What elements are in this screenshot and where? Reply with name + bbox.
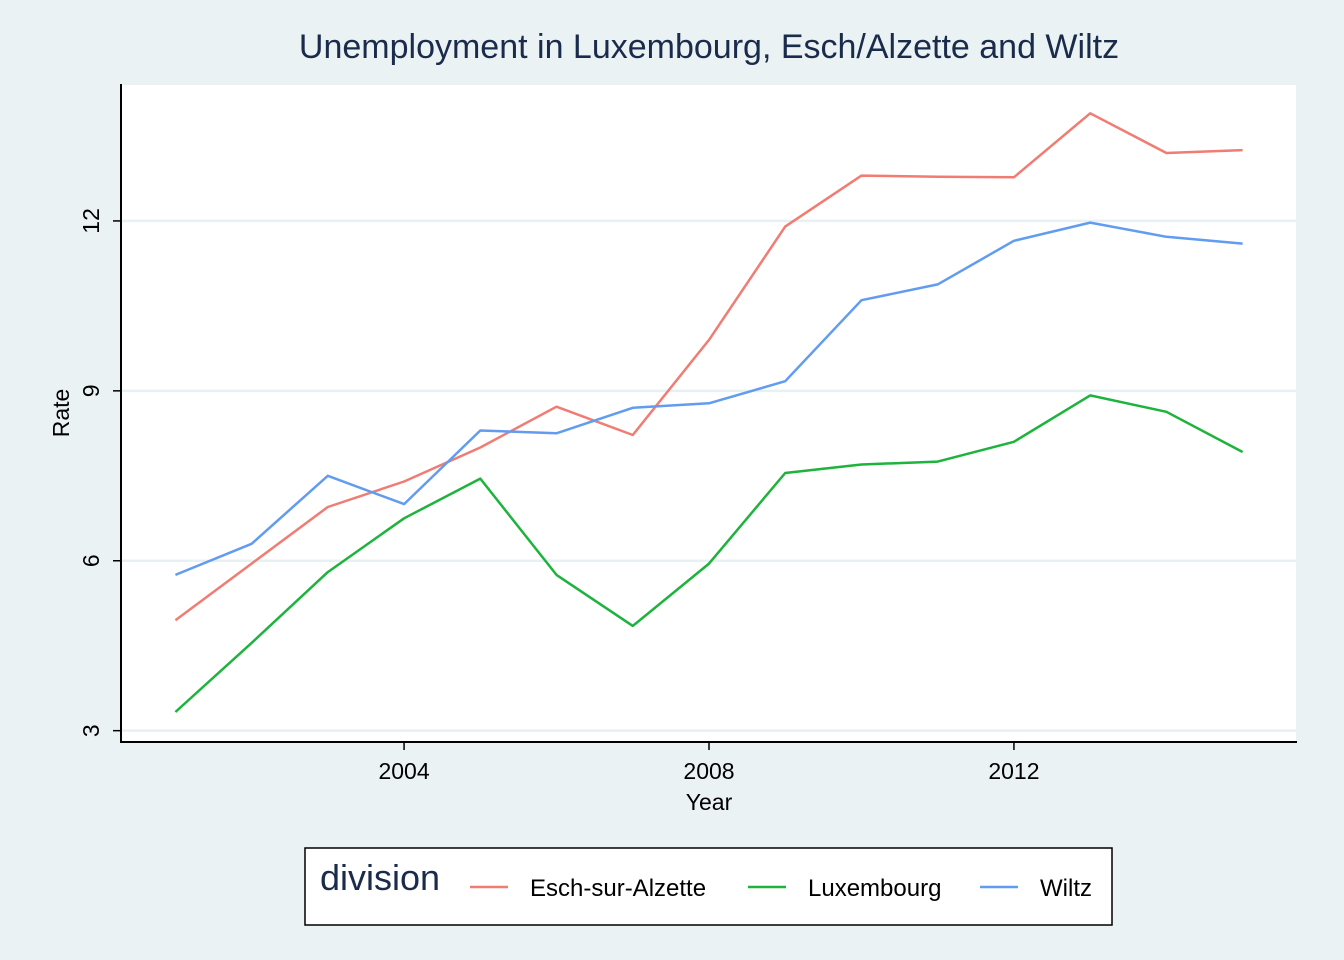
x-tick-label-2012: 2012 (988, 758, 1039, 784)
series-line-luxembourg (174, 394, 1244, 713)
legend-title: division (320, 857, 440, 898)
legend-box (304, 847, 1113, 926)
y-tick-label-9: 9 (78, 384, 104, 397)
x-tick-label-2008: 2008 (683, 758, 734, 784)
x-tick-label-2004: 2004 (378, 758, 429, 784)
series-line-esch-sur-alzette (174, 112, 1243, 622)
series-lines (174, 112, 1244, 713)
chart-title: Unemployment in Luxembourg, Esch/Alzette… (299, 28, 1119, 66)
y-tick-label-3: 3 (78, 724, 104, 737)
grid-lines (122, 219, 1296, 732)
y-tick-label-6: 6 (78, 554, 104, 567)
y-ticks: 3 6 9 12 (78, 208, 121, 737)
plot-area (122, 85, 1296, 742)
legend-label-esch-sur-alzette: Esch-sur-Alzette (530, 875, 706, 902)
legend-label-luxembourg: Luxembourg (808, 875, 941, 902)
series-line-wiltz (174, 221, 1243, 577)
y-tick-label-12: 12 (78, 208, 104, 234)
x-axis-title: Year (686, 789, 733, 815)
y-axis-title: Rate (48, 389, 74, 438)
legend-label-wiltz: Wiltz (1040, 875, 1092, 902)
legend: division Esch-sur-Alzette Luxembourg Wiltz (304, 847, 1113, 926)
legend-items: Esch-sur-Alzette Luxembourg Wiltz (470, 875, 1092, 902)
x-ticks: 2004 2008 2012 (378, 742, 1040, 784)
